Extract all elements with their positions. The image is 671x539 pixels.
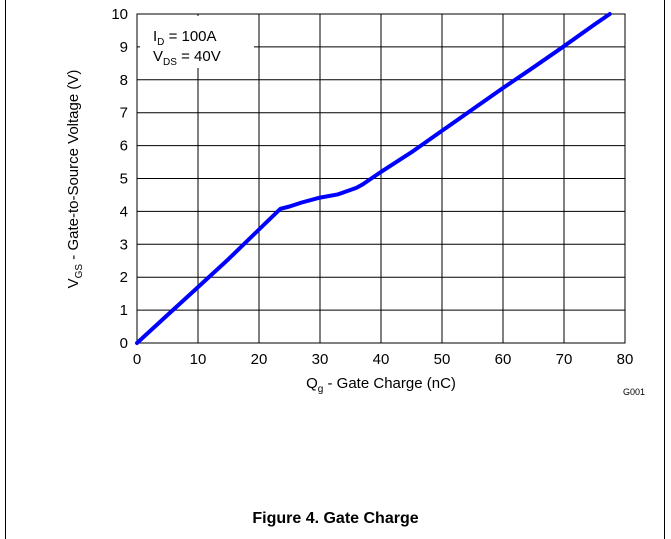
y-tick-label: 1: [120, 302, 128, 319]
x-tick-label: 70: [556, 351, 573, 368]
x-tick-labels: 0 10 20 30 40 50 60 70 80: [133, 351, 634, 368]
figure-code: G001: [623, 387, 645, 397]
y-tick-label: 4: [120, 203, 128, 220]
y-tick-label: 7: [120, 105, 128, 122]
gate-charge-chart: 0 1 2 3 4 5 6 7 8 9 10 0 10 20 30 40 50 60 70 80 ID = 100A…: [65, 6, 645, 397]
x-tick-label: 80: [617, 351, 634, 368]
y-tick-label: 0: [120, 335, 128, 352]
y-tick-label: 8: [120, 72, 128, 89]
y-tick-label: 3: [120, 236, 128, 253]
figure-caption: Figure 4. Gate Charge: [252, 510, 419, 527]
x-tick-label: 20: [251, 351, 268, 368]
y-tick-label: 5: [120, 171, 128, 188]
y-tick-label: 10: [111, 6, 128, 23]
frame-left-border: [5, 0, 6, 539]
annotation-box: [140, 16, 254, 68]
grid-lines: [137, 14, 625, 343]
frame-right-border: [664, 0, 665, 539]
y-tick-labels: 0 1 2 3 4 5 6 7 8 9 10: [111, 6, 128, 352]
y-tick-label: 9: [120, 39, 128, 56]
x-axis-label: Qg - Gate Charge (nC): [306, 375, 456, 395]
x-tick-label: 60: [495, 351, 512, 368]
x-tick-label: 10: [190, 351, 207, 368]
x-tick-label: 0: [133, 351, 141, 368]
x-tick-label: 50: [434, 351, 451, 368]
annotation-line-2: VDS = 40V: [153, 48, 221, 68]
annotation-line-1: ID = 100A: [153, 28, 217, 48]
y-axis-label: VGS - Gate-to-Source Voltage (V): [65, 70, 85, 289]
plot-frame: [136, 13, 626, 344]
y-tick-label: 6: [120, 138, 128, 155]
x-tick-label: 30: [312, 351, 329, 368]
series-line: [135, 12, 612, 345]
x-tick-label: 40: [373, 351, 390, 368]
y-tick-label: 2: [120, 269, 128, 286]
